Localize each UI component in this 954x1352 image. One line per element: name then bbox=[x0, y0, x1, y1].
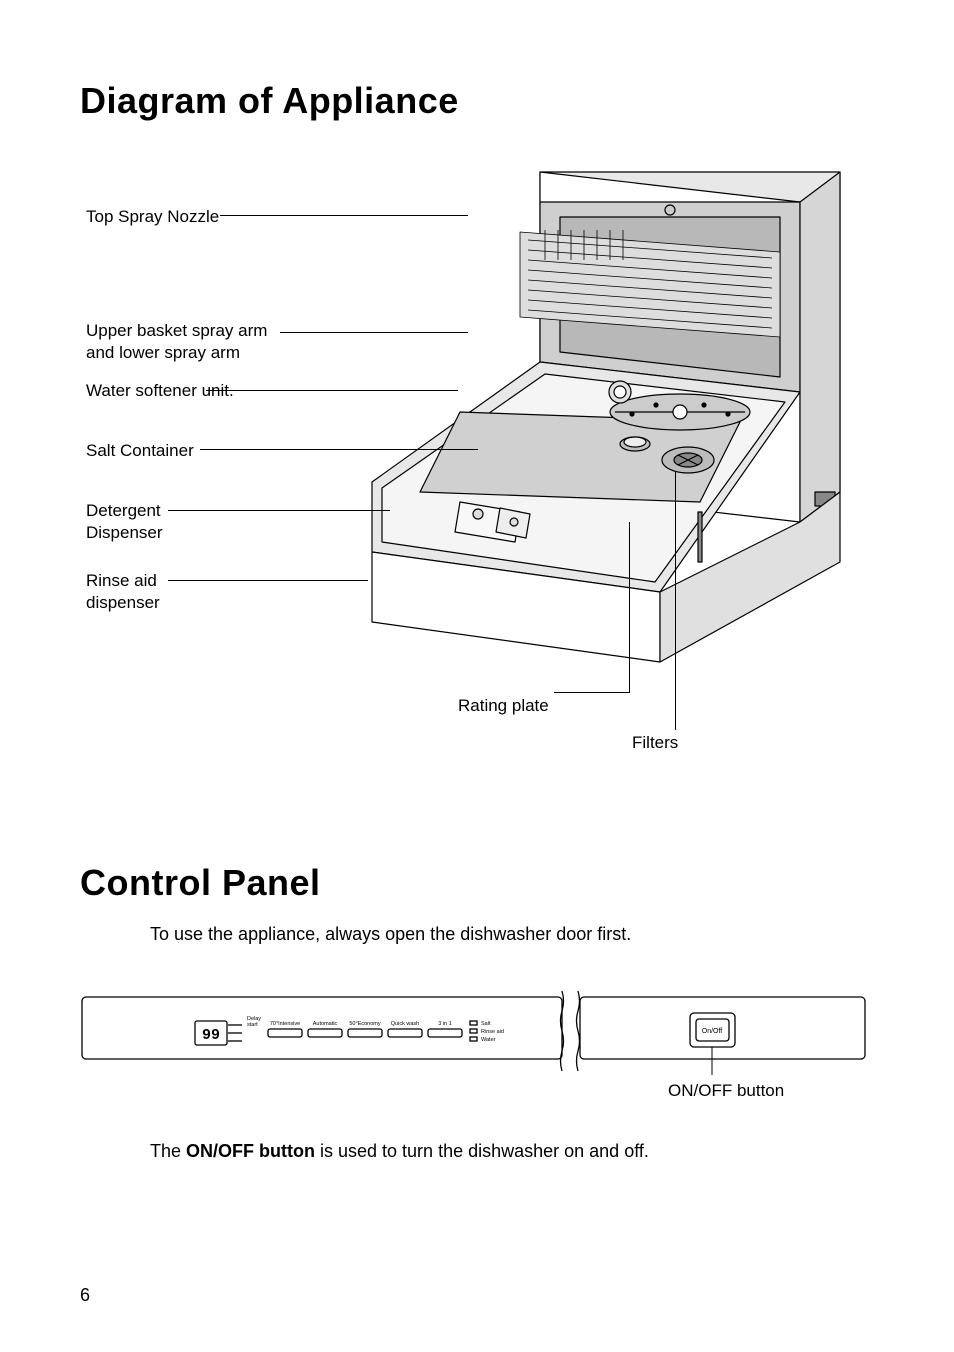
callout-rinse-aid: Rinse aid dispenser bbox=[86, 570, 206, 614]
panel-onoff-label: On/Off bbox=[702, 1028, 723, 1035]
callout-water-softener: Water softener unit. bbox=[86, 380, 236, 402]
panel-prog-4: 3 in 1 bbox=[438, 1021, 451, 1027]
leader-line bbox=[168, 510, 390, 511]
leader-line bbox=[220, 215, 468, 216]
leader-line bbox=[168, 580, 368, 581]
panel-prog-3: Quick wash bbox=[391, 1021, 419, 1027]
heading-diagram: Diagram of Appliance bbox=[80, 80, 874, 122]
leader-line bbox=[200, 449, 478, 450]
desc-bold: ON/OFF button bbox=[186, 1141, 315, 1161]
control-panel-diagram: 99 Delay start 70°Intensive Automatic 50… bbox=[80, 985, 874, 1105]
desc-prefix: The bbox=[150, 1141, 186, 1161]
panel-ind-1: Rinse aid bbox=[481, 1029, 504, 1035]
callout-upper-basket: Upper basket spray arm and lower spray a… bbox=[86, 320, 286, 364]
leader-line bbox=[280, 332, 468, 333]
callout-detergent: Detergent Dispenser bbox=[86, 500, 206, 544]
callout-top-spray-nozzle: Top Spray Nozzle bbox=[86, 206, 219, 228]
leader-line bbox=[629, 522, 630, 692]
panel-prog-0: 70°Intensive bbox=[270, 1021, 300, 1027]
page-number: 6 bbox=[80, 1285, 90, 1306]
panel-ind-0: Salt bbox=[481, 1021, 491, 1027]
desc-suffix: is used to turn the dishwasher on and of… bbox=[315, 1141, 649, 1161]
onoff-button-sublabel: ON/OFF button bbox=[668, 1081, 784, 1101]
appliance-diagram: Top Spray Nozzle Upper basket spray arm … bbox=[80, 162, 874, 782]
callout-filters: Filters bbox=[632, 732, 678, 754]
onoff-description: The ON/OFF button is used to turn the di… bbox=[150, 1141, 874, 1162]
svg-text:start: start bbox=[247, 1022, 258, 1028]
panel-prog-2: 50°Economy bbox=[349, 1021, 380, 1027]
leader-line bbox=[675, 472, 676, 730]
panel-ind-2: Water bbox=[481, 1037, 496, 1043]
leader-line bbox=[206, 390, 458, 391]
control-panel-illustration: 99 Delay start 70°Intensive Automatic 50… bbox=[80, 985, 870, 1075]
panel-display-value: 99 bbox=[202, 1027, 220, 1044]
panel-prog-1: Automatic bbox=[313, 1021, 338, 1027]
dishwasher-illustration bbox=[360, 162, 870, 722]
heading-control-panel: Control Panel bbox=[80, 862, 874, 904]
control-panel-intro: To use the appliance, always open the di… bbox=[150, 924, 874, 945]
leader-line bbox=[554, 692, 630, 693]
callout-salt-container: Salt Container bbox=[86, 440, 194, 462]
callout-rating-plate: Rating plate bbox=[458, 695, 549, 717]
